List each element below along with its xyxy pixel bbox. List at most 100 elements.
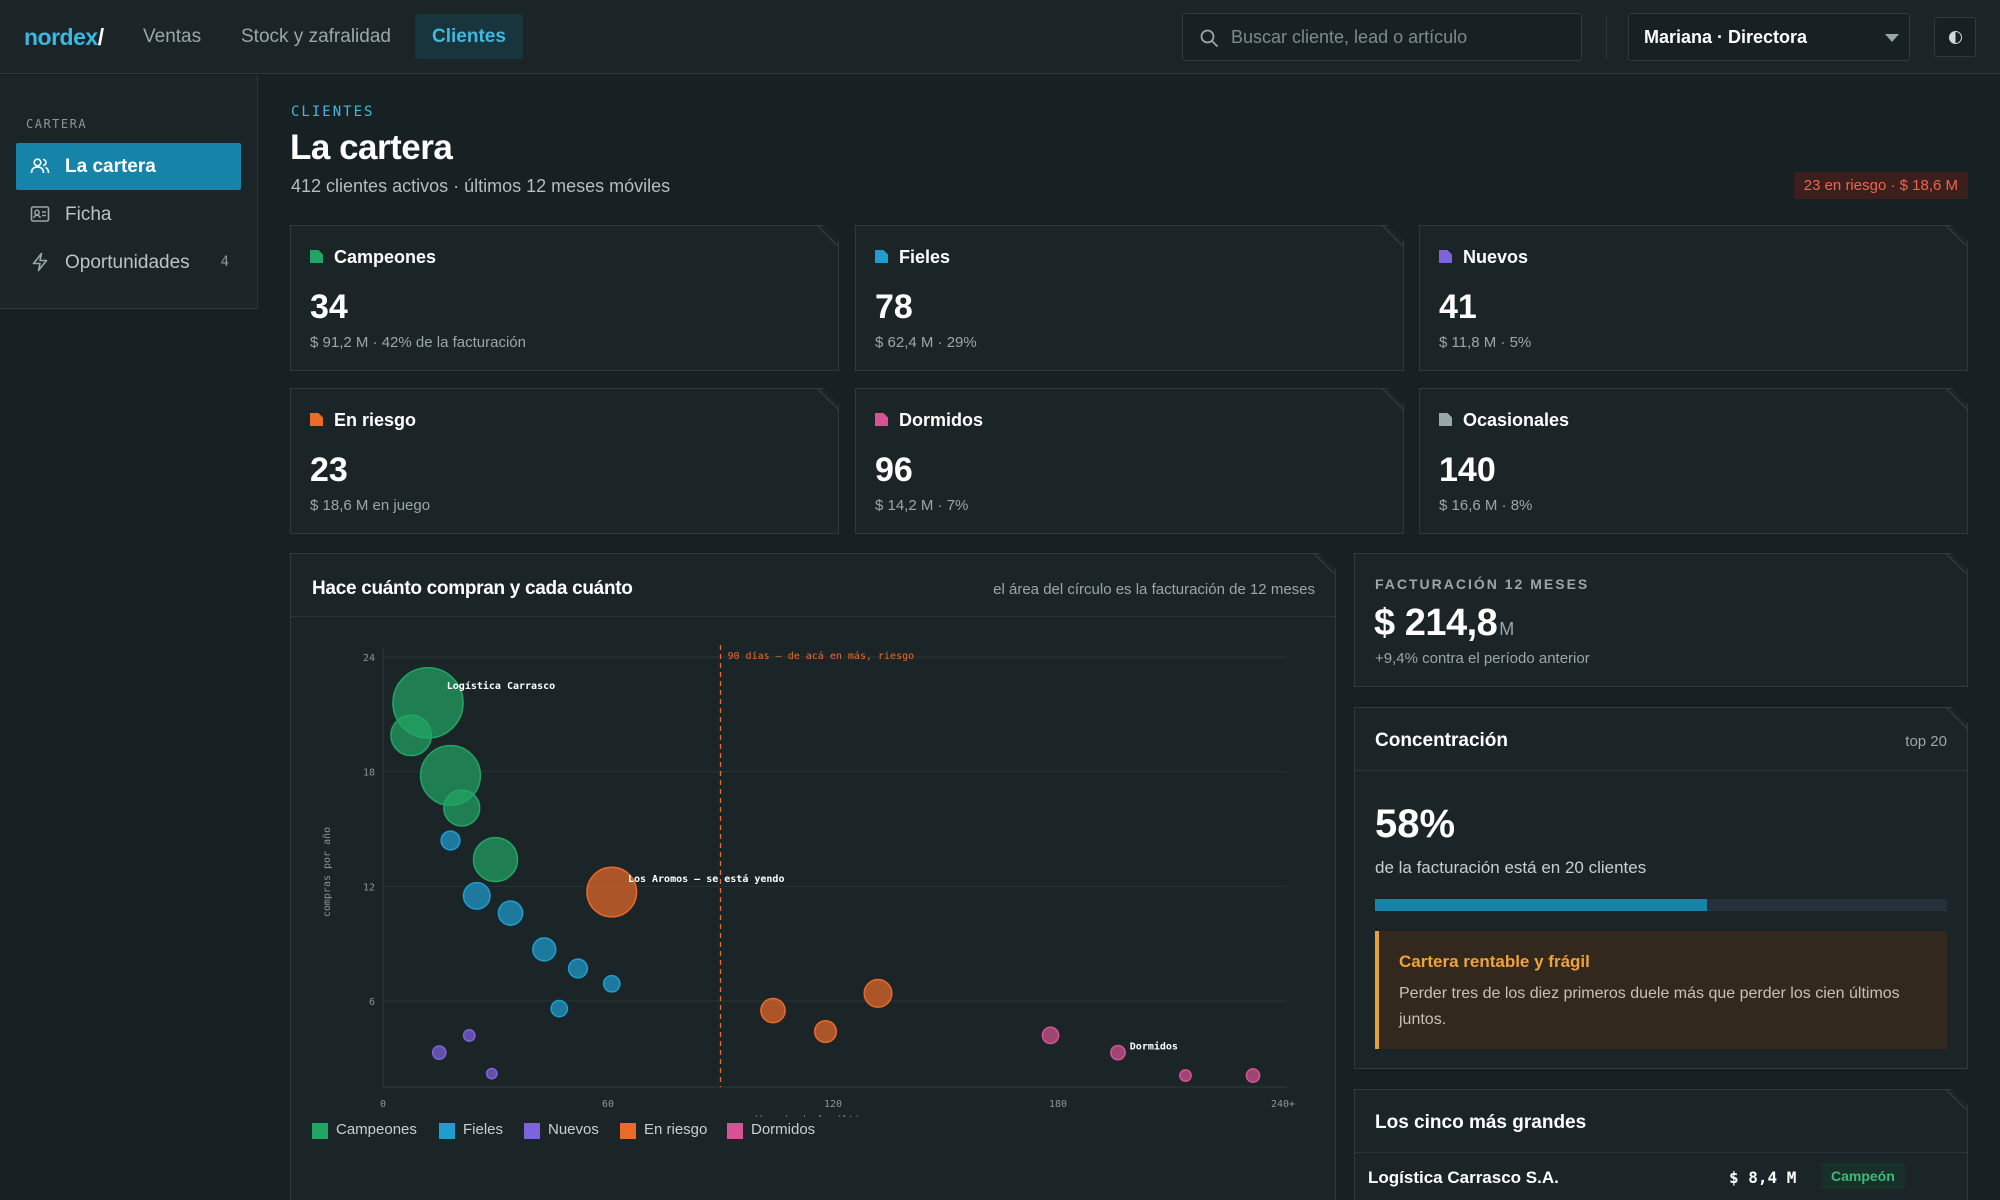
legend-label: En riesgo [644, 1121, 708, 1138]
segment-card-dormidos[interactable]: Dormidos 96 $ 14,2 M · 7% [855, 388, 1404, 534]
segment-count: 23 [310, 451, 348, 489]
segment-color-marker [1439, 413, 1452, 426]
segment-card-campeones[interactable]: Campeones 34 $ 91,2 M · 42% de la factur… [290, 225, 839, 371]
segment-card-en-riesgo[interactable]: En riesgo 23 $ 18,6 M en juego [290, 388, 839, 534]
concentration-description: de la facturación está en 20 clientes [1375, 858, 1647, 877]
revenue-delta: +9,4% contra el período anterior [1375, 650, 1590, 667]
data-point-dormidos [1042, 1027, 1058, 1043]
scatter-chart: 6 12 18 24 0 60 120 180 240+ días desde la última… [291, 617, 1337, 1117]
segment-count: 140 [1439, 451, 1496, 489]
nav-tab-ventas[interactable]: Ventas [143, 26, 202, 47]
legend-swatch [524, 1123, 540, 1139]
legend-swatch [620, 1123, 636, 1139]
sidebar-item-ficha[interactable]: Ficha [16, 191, 241, 238]
segment-color-marker [875, 413, 888, 426]
user-name: Mariana · Directora [1644, 27, 1808, 47]
data-point-fieles [569, 959, 588, 978]
data-point-nuevos [433, 1046, 446, 1059]
search-icon [1200, 29, 1218, 47]
segment-count: 41 [1439, 288, 1477, 326]
page-title: La cartera [290, 128, 453, 167]
legend-label: Nuevos [548, 1121, 599, 1138]
table-row[interactable]: Logística Carrasco S.A. $ 8,4 M Campeón [1355, 1153, 1967, 1200]
legend-swatch [727, 1123, 743, 1139]
x-tick-label: 120 [824, 1099, 842, 1110]
sidebar-item-la-cartera[interactable]: La cartera [16, 143, 241, 190]
y-axis-label: compras por año [322, 827, 333, 917]
segment-name: En riesgo [334, 410, 417, 430]
revenue-card: FACTURACIÓN 12 MESES $ 214,8 M +9,4% cont… [1354, 553, 1968, 687]
segment-detail: $ 18,6 M en juego [310, 497, 431, 514]
x-axis-label: días desde la última compra [752, 1114, 915, 1117]
sidebar-item-count: 4 [220, 254, 229, 270]
segment-detail: $ 62,4 M · 29% [875, 334, 977, 351]
x-tick-label: 60 [602, 1099, 614, 1110]
segment-name: Fieles [899, 247, 951, 267]
contrast-icon [1949, 31, 1962, 44]
nav-tab-clientes[interactable]: Clientes [415, 14, 523, 59]
user-menu[interactable]: Mariana · Directora [1628, 13, 1910, 61]
data-point-fieles [441, 831, 460, 850]
sidebar: CARTERA La cartera Ficha Oportunidades 4 [0, 75, 258, 309]
id-card-icon [30, 206, 50, 222]
brand-logo[interactable]: nordex/ [24, 24, 104, 50]
card-corner [1945, 553, 1968, 576]
data-point-fieles [551, 1001, 567, 1017]
segment-detail: $ 91,2 M · 42% de la facturación [310, 334, 526, 351]
page-eyebrow: CLIENTES [291, 104, 375, 120]
concentration-bar [1375, 899, 1947, 911]
card-corner [1313, 553, 1336, 576]
search-input[interactable] [1231, 14, 1571, 60]
chart-panel-note: el área del círculo es la facturación de… [993, 581, 1315, 598]
point-annotation: Dormidos [1130, 1041, 1178, 1053]
segment-name: Campeones [334, 247, 437, 267]
concentration-bar-fill [1375, 899, 1707, 911]
client-name: Logística Carrasco S.A. [1368, 1168, 1559, 1187]
segment-card-fieles[interactable]: Fieles 78 $ 62,4 M · 29% [855, 225, 1404, 371]
segment-card-ocasionales[interactable]: Ocasionales 140 $ 16,6 M · 8% [1419, 388, 1968, 534]
revenue-label: FACTURACIÓN 12 MESES [1375, 576, 1590, 592]
sidebar-item-label: Oportunidades [65, 252, 190, 273]
data-point-fieles [498, 901, 522, 925]
legend-label: Dormidos [751, 1121, 816, 1138]
legend-label: Campeones [336, 1121, 417, 1138]
top-bar: nordex/ Ventas Stock y zafralidad Client… [0, 0, 2000, 74]
segment-detail: $ 14,2 M · 7% [875, 497, 969, 514]
y-tick-label: 6 [369, 997, 375, 1008]
sidebar-item-label: La cartera [65, 156, 156, 177]
card-corner [1381, 388, 1404, 411]
sidebar-item-label: Ficha [65, 204, 112, 225]
sidebar-item-oportunidades[interactable]: Oportunidades 4 [16, 239, 241, 286]
segment-badge: Campeón [1821, 1163, 1905, 1189]
alert-body: Perder tres de los diez primeros duele m… [1399, 985, 1900, 1028]
chart-panel-title: Hace cuánto compran y cada cuánto [312, 578, 633, 599]
sidebar-section-title: CARTERA [26, 117, 88, 131]
risk-badge[interactable]: 23 en riesgo · $ 18,6 M [1793, 172, 1968, 199]
x-tick-label: 0 [380, 1099, 386, 1110]
data-point-fieles [604, 976, 620, 992]
data-point-dormidos [1180, 1070, 1191, 1081]
segment-count: 96 [875, 451, 913, 489]
legend-swatch [312, 1123, 328, 1139]
divider [291, 616, 1335, 617]
divider [1355, 770, 1967, 771]
chevron-down-icon [1885, 34, 1899, 42]
alert-title: Cartera rentable y frágil [1399, 952, 1590, 971]
segment-card-nuevos[interactable]: Nuevos 41 $ 11,8 M · 5% [1419, 225, 1968, 371]
search-box[interactable] [1182, 13, 1582, 61]
nav-tab-stock[interactable]: Stock y zafralidad [241, 26, 391, 47]
data-point-dormidos [1111, 1045, 1125, 1059]
theme-toggle-button[interactable] [1934, 17, 1976, 57]
recency-frequency-chart-panel: Hace cuánto compran y cada cuánto el áre… [290, 553, 1336, 1200]
segment-detail: $ 11,8 M · 5% [1439, 334, 1532, 351]
data-point-en-riesgo [761, 998, 785, 1022]
client-amount: $ 8,4 M [1729, 1168, 1797, 1187]
card-corner [1381, 225, 1404, 248]
data-point-fieles [463, 883, 490, 910]
card-corner [1945, 388, 1968, 411]
threshold-label: 90 días — de acá en más, riesgo [728, 650, 915, 662]
y-tick-label: 24 [363, 653, 375, 664]
revenue-value: $ 214,8 M [1374, 602, 1514, 644]
top-five-title: Los cinco más grandes [1375, 1112, 1587, 1133]
concentration-card: Concentración top 20 58% de la facturaci… [1354, 707, 1968, 1069]
